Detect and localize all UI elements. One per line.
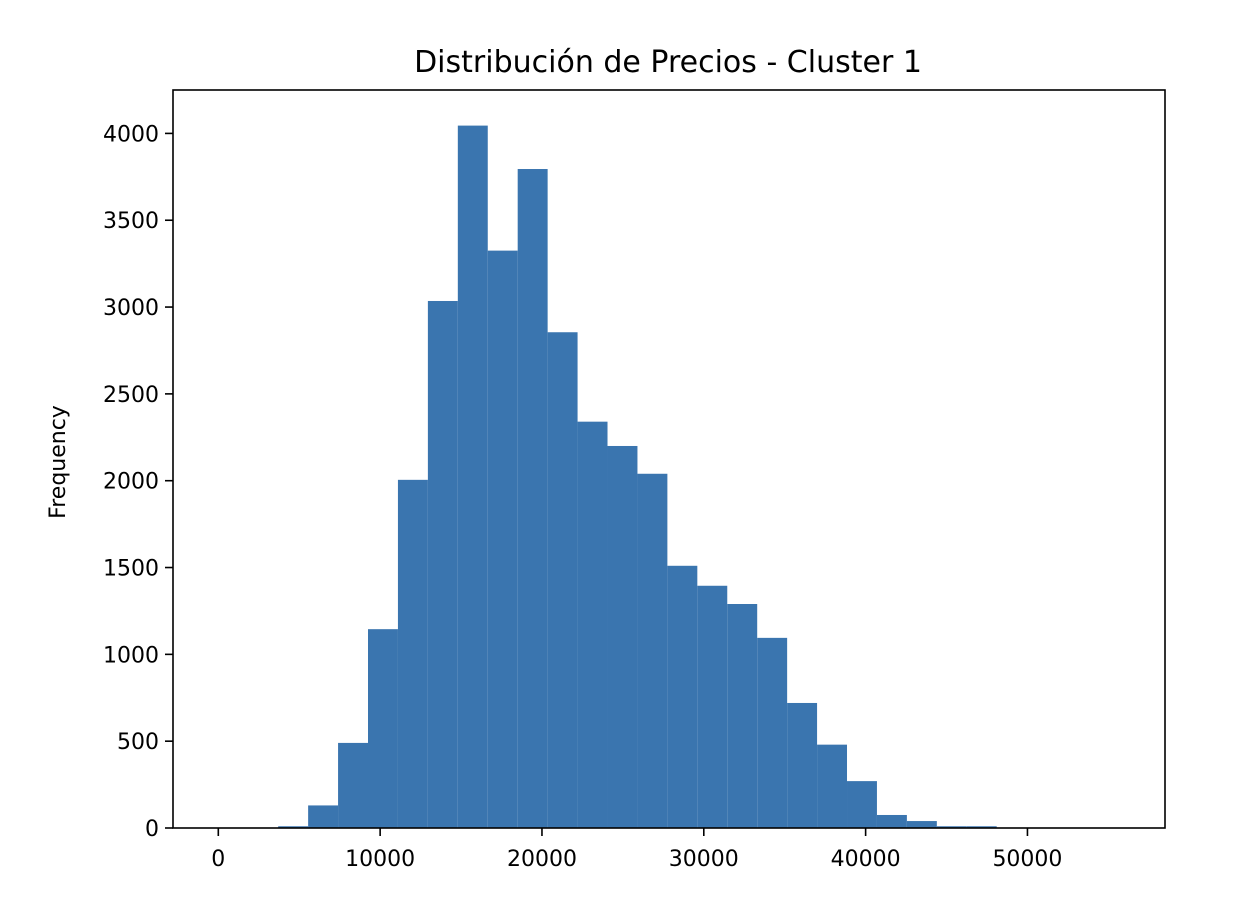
x-tick-label: 10000: [345, 847, 415, 872]
histogram-bar: [697, 585, 728, 828]
histogram-bar: [278, 826, 309, 828]
y-axis: 0 500 1000 1500 2000 2500 3000 3500 4000: [103, 122, 173, 842]
y-tick-label: 500: [117, 730, 159, 755]
histogram-bar: [547, 332, 578, 828]
histogram-bar: [966, 826, 997, 828]
histogram-bar: [368, 629, 398, 828]
x-tick-label: 50000: [992, 847, 1062, 872]
y-tick-label: 2500: [103, 383, 159, 408]
histogram-bar: [757, 637, 788, 828]
bars-layer: [278, 125, 997, 829]
y-tick-label: 3500: [103, 209, 159, 234]
x-tick-label: 40000: [831, 847, 901, 872]
histogram-bar: [577, 421, 608, 828]
x-tick-label: 20000: [507, 847, 577, 872]
histogram-bar: [308, 805, 339, 828]
histogram-bar: [487, 250, 518, 828]
y-tick-label: 4000: [103, 122, 159, 147]
histogram-bar: [517, 169, 548, 828]
histogram-bar: [427, 300, 458, 829]
histogram-bar: [338, 742, 368, 828]
x-tick-label: 30000: [669, 847, 739, 872]
y-tick-label: 2000: [103, 470, 159, 495]
y-tick-label: 1500: [103, 557, 159, 582]
histogram-bar: [637, 473, 668, 828]
histogram-bar: [667, 565, 698, 828]
y-tick-label: 3000: [103, 296, 159, 321]
x-tick-label: 0: [211, 847, 225, 872]
plot-frame: [172, 89, 1166, 829]
histogram-bar: [397, 479, 428, 828]
y-tick-label: 1000: [103, 643, 159, 668]
y-tick-label: 0: [145, 817, 159, 842]
histogram-bar: [457, 125, 488, 829]
histogram-bar: [906, 821, 937, 828]
histogram-bar: [727, 604, 758, 828]
y-axis-label: Frequency: [46, 405, 71, 519]
histogram-bar: [936, 826, 967, 828]
x-axis: 0 10000 20000 30000 40000 50000: [211, 828, 1062, 872]
histogram-bar: [817, 744, 848, 828]
histogram-bar: [876, 814, 907, 828]
histogram-bar: [847, 781, 877, 828]
histogram-bar: [607, 445, 638, 828]
histogram-bar: [787, 702, 818, 828]
chart-title: Distribución de Precios - Cluster 1: [414, 45, 922, 80]
